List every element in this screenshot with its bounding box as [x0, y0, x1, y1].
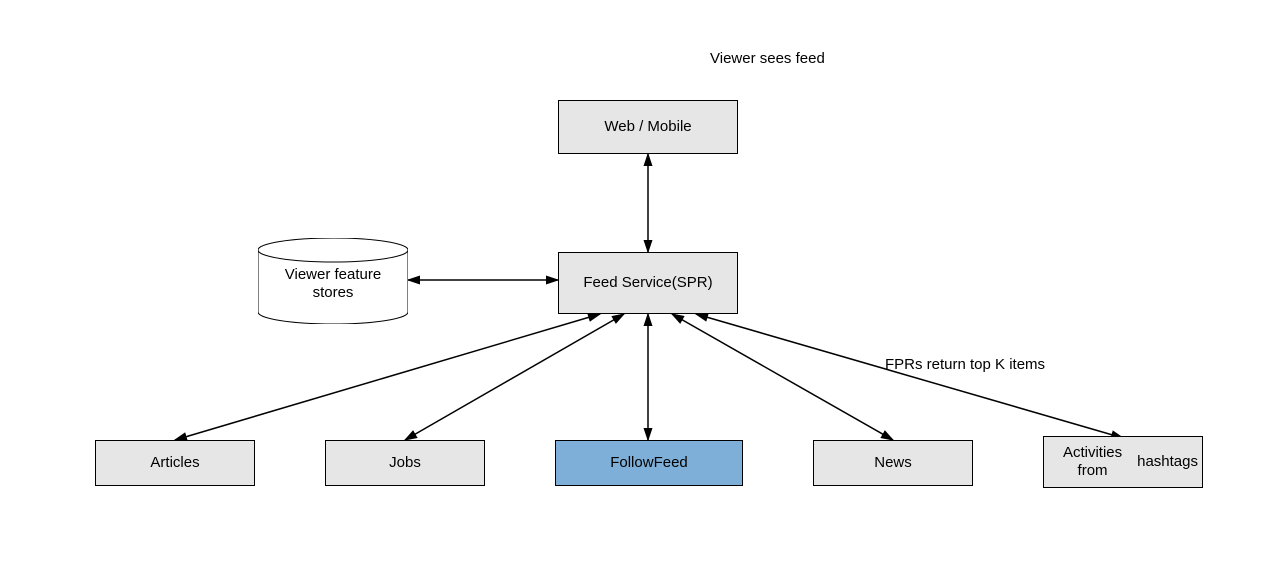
cylinder-label: Viewer featurestores — [258, 266, 408, 302]
node-news: News — [813, 440, 973, 486]
edge-2 — [175, 314, 600, 440]
node-hashtags: Activities fromhashtags — [1043, 436, 1203, 488]
edge-5 — [672, 314, 893, 440]
annotation-fpr-topk: FPRs return top K items — [885, 356, 1045, 373]
node-articles: Articles — [95, 440, 255, 486]
cylinder-stores: Viewer featurestores — [258, 238, 408, 324]
node-web: Web / Mobile — [558, 100, 738, 154]
diagram-canvas: Web / Mobile Feed Service(SPR) Articles Job… — [0, 0, 1278, 568]
edge-6 — [696, 314, 1123, 438]
annotation-views-feed: Viewer sees feed — [710, 50, 825, 67]
edge-3 — [405, 314, 624, 440]
node-jobs: Jobs — [325, 440, 485, 486]
node-feed: Feed Service(SPR) — [558, 252, 738, 314]
node-followfeed: FollowFeed — [555, 440, 743, 486]
